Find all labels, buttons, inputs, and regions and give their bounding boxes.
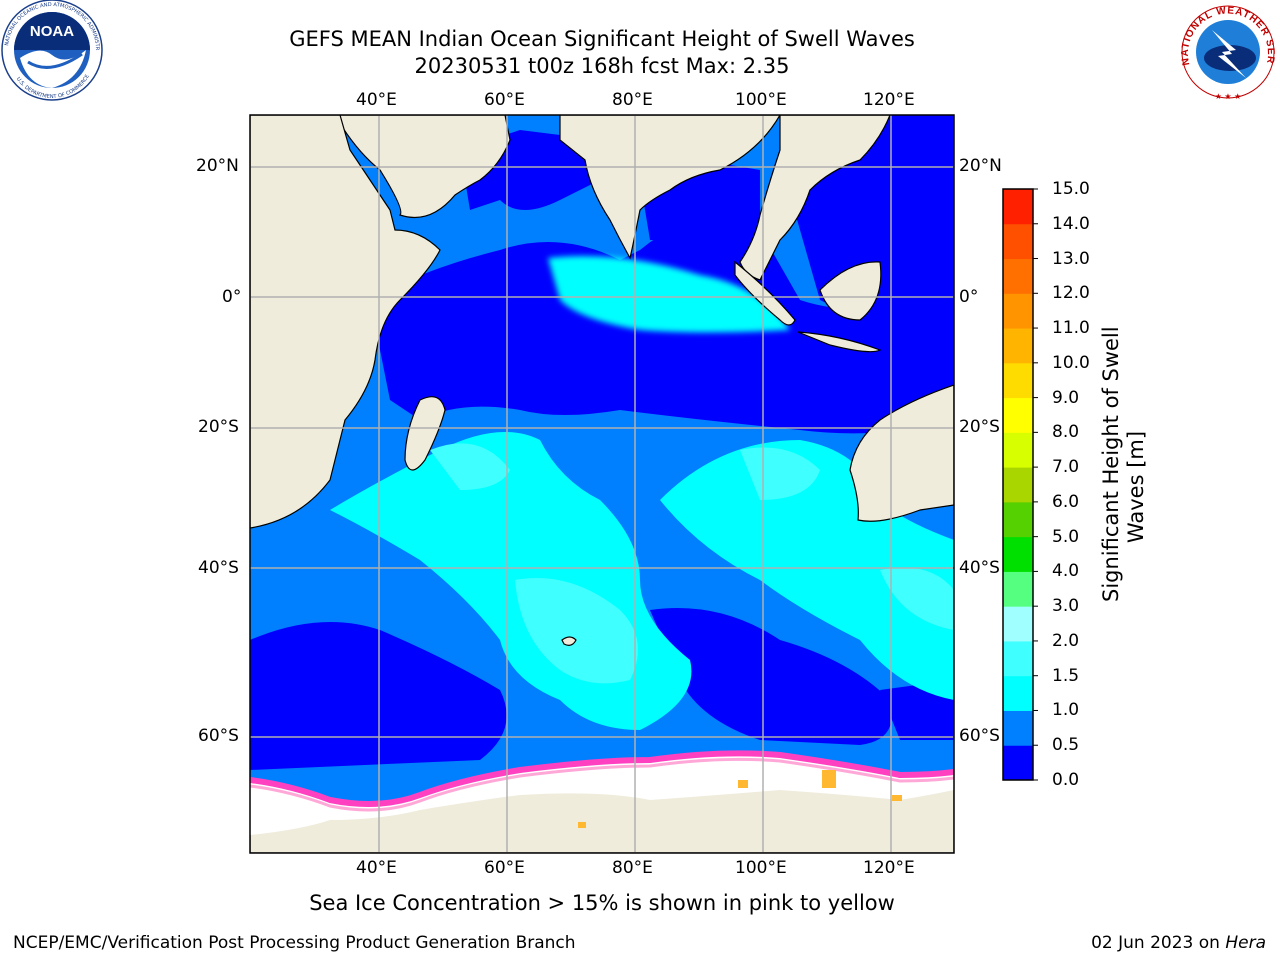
lat-label-left-60s: 60°S <box>198 726 239 746</box>
colorbar-tick-label-17: 15.0 <box>1052 179 1090 199</box>
lon-label-top-40: 40°E <box>356 90 397 110</box>
colorbar-cell-10 <box>1003 397 1033 433</box>
colorbar-tick-label-5: 3.0 <box>1052 596 1080 617</box>
footer-date: 02 Jun 2023 on <box>1091 933 1226 953</box>
lat-label-right-40s: 40°S <box>959 558 1000 578</box>
colorbar-cell-9 <box>1003 432 1033 468</box>
footer-left: NCEP/EMC/Verification Post Processing Pr… <box>13 933 576 953</box>
colorbar-cell-11 <box>1003 362 1033 399</box>
swell-high-patches <box>430 443 954 684</box>
lon-label-top-60: 60°E <box>484 90 525 110</box>
lon-label-top-100: 100°E <box>735 90 787 110</box>
colorbar-tick-label-15: 13.0 <box>1052 248 1090 269</box>
colorbar-tick-label-7: 5.0 <box>1052 526 1080 547</box>
colorbar-cell-4 <box>1003 606 1033 642</box>
lat-label-right-60s: 60°S <box>959 726 1000 746</box>
lat-label-left-20n: 20°N <box>196 156 239 176</box>
colorbar-cell-15 <box>1003 223 1033 260</box>
lat-label-left-40s: 40°S <box>198 558 239 578</box>
lon-label-bottom-120: 120°E <box>863 858 915 878</box>
chart-subtitle: 20230531 t00z 168h fcst Max: 2.35 <box>414 54 790 78</box>
footer-host: Hera <box>1225 933 1266 953</box>
colorbar <box>1002 188 1038 781</box>
colorbar-tick-label-14: 12.0 <box>1052 283 1090 304</box>
colorbar-tick-label-2: 1.0 <box>1052 700 1080 721</box>
colorbar-cell-12 <box>1003 328 1033 364</box>
lon-label-bottom-100: 100°E <box>735 858 787 878</box>
colorbar-tick-label-8: 6.0 <box>1052 491 1080 512</box>
graticule <box>250 115 954 853</box>
map-frame <box>249 114 955 854</box>
noaa-logo-text: NOAA <box>30 23 74 40</box>
colorbar-cell-13 <box>1003 293 1033 329</box>
lat-label-right-20s: 20°S <box>959 417 1000 437</box>
colorbar-tick-label-10: 8.0 <box>1052 422 1080 443</box>
colorbar-tick-label-9: 7.0 <box>1052 457 1080 478</box>
colorbar-tick-label-0: 0.0 <box>1052 770 1080 790</box>
colorbar-cell-8 <box>1003 467 1033 503</box>
colorbar-tick-label-13: 11.0 <box>1052 318 1090 339</box>
chart-title: GEFS MEAN Indian Ocean Significant Heigh… <box>289 27 915 51</box>
colorbar-tick-label-11: 9.0 <box>1052 387 1080 408</box>
colorbar-cell-6 <box>1003 536 1033 572</box>
colorbar-cell-14 <box>1003 258 1033 294</box>
sea-ice-note: Sea Ice Concentration > 15% is shown in … <box>309 891 895 915</box>
lon-label-bottom-80: 80°E <box>612 858 653 878</box>
lon-label-bottom-40: 40°E <box>356 858 397 878</box>
colorbar-title-line2: Waves [m] <box>1124 430 1148 544</box>
colorbar-cell-2 <box>1003 675 1033 711</box>
lat-label-right-0: 0° <box>959 287 979 307</box>
svg-text:★ ★ ★: ★ ★ ★ <box>1215 92 1242 101</box>
map-area <box>250 115 954 853</box>
lat-label-left-20s: 20°S <box>198 417 239 437</box>
lat-label-left-0: 0° <box>222 287 242 307</box>
sea-ice-band <box>250 750 954 835</box>
colorbar-cell-0 <box>1003 745 1033 781</box>
colorbar-cell-3 <box>1003 640 1033 677</box>
colorbar-tick-label-3: 1.5 <box>1052 665 1080 686</box>
colorbar-tick-label-12: 10.0 <box>1052 352 1090 373</box>
land-masses <box>250 115 954 853</box>
footer-right: 02 Jun 2023 on Hera <box>1091 933 1266 953</box>
colorbar-cell-1 <box>1003 710 1033 746</box>
nws-logo: NATIONAL WEATHER SERVICE ★ ★ ★ <box>1178 4 1275 101</box>
colorbar-tick-label-4: 2.0 <box>1052 630 1080 651</box>
lon-label-top-120: 120°E <box>863 90 915 110</box>
colorbar-title: Significant Height of Swell Waves [m] <box>1099 326 1163 602</box>
colorbar-title-line1: Significant Height of Swell <box>1099 326 1123 602</box>
colorbar-tick-label-16: 14.0 <box>1052 213 1090 234</box>
colorbar-cell-16 <box>1003 189 1033 225</box>
colorbar-cell-7 <box>1003 501 1033 538</box>
noaa-logo: NOAA NATIONAL OCEANIC AND ATMOSPHERIC AD… <box>0 0 103 101</box>
colorbar-cell-5 <box>1003 571 1033 607</box>
lon-label-bottom-60: 60°E <box>484 858 525 878</box>
colorbar-tick-label-6: 4.0 <box>1052 561 1080 582</box>
lat-label-right-20n: 20°N <box>959 156 1002 176</box>
colorbar-tick-label-1: 0.5 <box>1052 735 1080 756</box>
lon-label-top-80: 80°E <box>612 90 653 110</box>
